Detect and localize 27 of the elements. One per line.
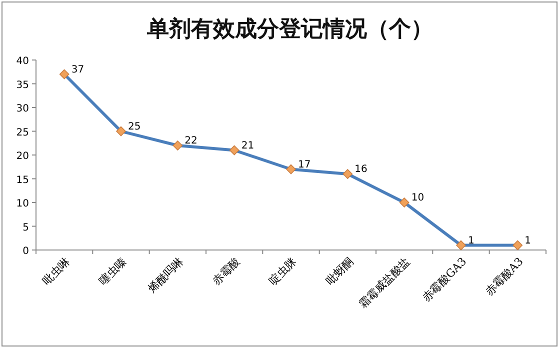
- data-label: 16: [354, 164, 368, 175]
- data-label: 25: [128, 121, 141, 132]
- data-label: 1: [468, 235, 474, 246]
- y-tick-label: 25: [16, 127, 29, 138]
- y-tick-label: 20: [16, 151, 29, 162]
- y-tick-label: 15: [16, 174, 29, 186]
- x-tick-label: 赤霉酸: [210, 254, 242, 288]
- data-label: 17: [298, 159, 311, 170]
- chart-title: 单剂有效成分登记情况（个）: [146, 16, 433, 42]
- x-tick-label: 噻虫嗪: [96, 254, 130, 288]
- y-tick-label: 5: [22, 222, 29, 234]
- data-label: 21: [241, 140, 254, 152]
- data-label: 37: [71, 64, 84, 76]
- y-tick-label: 30: [16, 104, 29, 114]
- data-label: 10: [411, 192, 424, 204]
- data-label: 22: [184, 136, 198, 146]
- x-tick-label: 赤霉酸A3: [482, 254, 526, 298]
- x-tick-label: 吡虫啉: [40, 254, 72, 288]
- x-tick-label: 霜霉威盐酸盐: [356, 254, 412, 311]
- x-tick-label: 吡蚜酮: [323, 254, 356, 288]
- data-label: 1: [524, 235, 532, 246]
- x-tick-label: 啶虫脒: [266, 254, 300, 288]
- y-tick-label: 40: [16, 56, 29, 67]
- y-tick-label: 35: [16, 80, 29, 91]
- y-tick-label: 10: [16, 198, 29, 210]
- x-tick-label: 烯酰吗啉: [145, 254, 186, 296]
- y-tick-label: 0: [22, 246, 29, 257]
